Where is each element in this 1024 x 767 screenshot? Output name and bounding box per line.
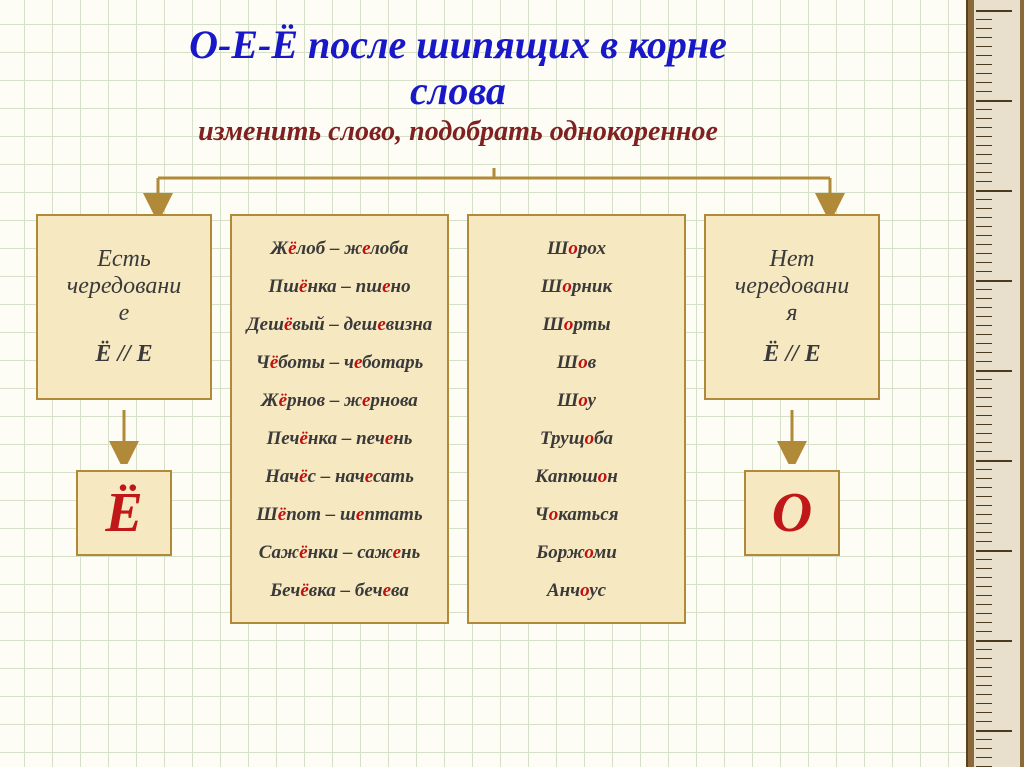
right-line1: Нет [710, 246, 874, 273]
example-item: Шоу [477, 382, 676, 420]
left-line1: Есть [42, 246, 206, 273]
title-line2: слова [36, 68, 880, 114]
example-item: Шорник [477, 268, 676, 306]
left-condition-box: Есть чередовани е Ё // Е [36, 214, 212, 400]
example-item: Капюшон [477, 458, 676, 496]
example-item: Шёпот – шептать [240, 496, 439, 534]
result-left-letter: Ё [105, 481, 142, 545]
left-line2: чередовани [42, 273, 206, 300]
example-item: Трущоба [477, 420, 676, 458]
right-examples-box: ШорохШорникШортыШовШоуТрущобаКапюшонЧока… [467, 214, 686, 624]
example-item: Шорох [477, 230, 676, 268]
branch-connector [36, 168, 880, 214]
left-down-arrow [36, 408, 212, 464]
result-right-letter: О [772, 481, 812, 545]
example-item: Пшёнка – пшено [240, 268, 439, 306]
example-item: Сажёнки – сажень [240, 534, 439, 572]
right-alt: Ё // Е [710, 341, 874, 368]
example-item: Жёлоб – желоба [240, 230, 439, 268]
left-column: Есть чередовани е Ё // Е Ё [36, 214, 212, 624]
page-title: О-Е-Ё после шипящих в корне слова [36, 22, 880, 114]
boxes-row: Есть чередовани е Ё // Е Ё Жёлоб – желоб… [36, 214, 880, 624]
right-condition-box: Нет чередовани я Ё // Е [704, 214, 880, 400]
right-down-arrow [704, 408, 880, 464]
example-item: Анчоус [477, 572, 676, 610]
example-item: Боржоми [477, 534, 676, 572]
example-item: Начёс – начесать [240, 458, 439, 496]
main-content: О-Е-Ё после шипящих в корне слова измени… [0, 0, 960, 624]
example-item: Дешёвый – дешевизна [240, 306, 439, 344]
page-subtitle: изменить слово, подобрать однокоренное [36, 116, 880, 148]
example-item: Шов [477, 344, 676, 382]
example-item: Жёрнов – жернова [240, 382, 439, 420]
result-left-box: Ё [76, 470, 172, 556]
title-line1: О-Е-Ё после шипящих в корне [36, 22, 880, 68]
example-item: Шорты [477, 306, 676, 344]
example-item: Бечёвка – бечева [240, 572, 439, 610]
example-item: Печёнка – печень [240, 420, 439, 458]
example-item: Чёботы – чеботарь [240, 344, 439, 382]
left-line3: е [42, 300, 206, 327]
right-column: Нет чередовани я Ё // Е О [704, 214, 880, 624]
left-alt: Ё // Е [42, 341, 206, 368]
connector-svg [36, 168, 956, 214]
result-right-box: О [744, 470, 840, 556]
right-line2: чередовани [710, 273, 874, 300]
left-examples-box: Жёлоб – желобаПшёнка – пшеноДешёвый – де… [230, 214, 449, 624]
ruler-decoration [966, 0, 1024, 767]
example-item: Чокаться [477, 496, 676, 534]
right-line3: я [710, 300, 874, 327]
